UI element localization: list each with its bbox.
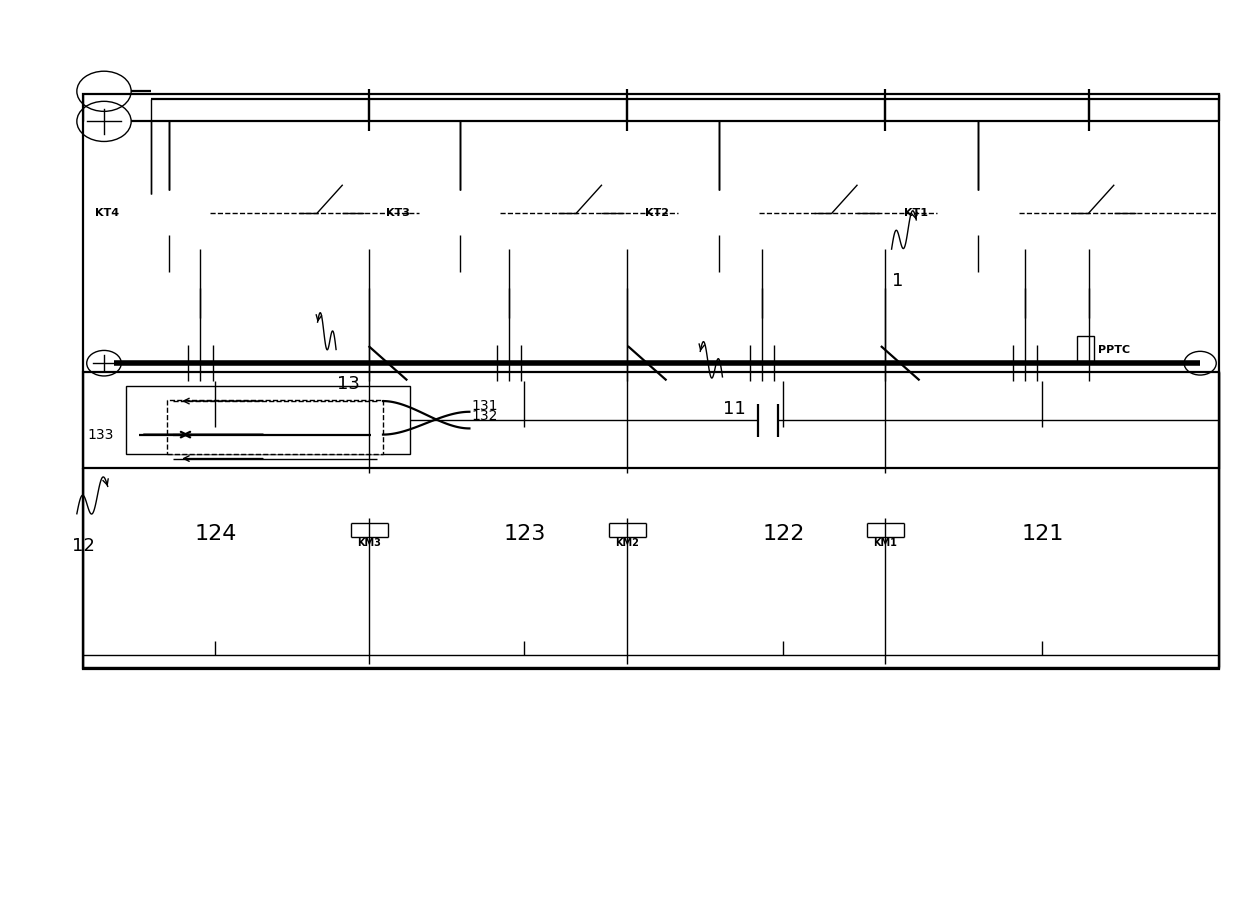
Bar (129, 190, 210, 235)
Bar (751, 288, 773, 318)
Text: 1: 1 (892, 272, 904, 290)
Bar (169, 345, 232, 382)
Circle shape (490, 359, 502, 368)
Text: 123: 123 (503, 524, 546, 544)
Bar (993, 345, 1056, 382)
Text: 132: 132 (472, 409, 498, 423)
Bar (678, 190, 759, 235)
Text: KM1: KM1 (873, 538, 898, 548)
Bar (601, 473, 653, 519)
Circle shape (756, 359, 768, 368)
Circle shape (515, 359, 527, 368)
Circle shape (195, 359, 207, 368)
Text: PPTC: PPTC (1097, 344, 1130, 354)
Text: 11: 11 (723, 399, 746, 418)
Text: 133: 133 (88, 428, 114, 442)
Circle shape (1032, 359, 1043, 368)
Text: KT4: KT4 (95, 207, 119, 218)
Circle shape (744, 359, 756, 368)
Bar (358, 288, 381, 318)
Text: 122: 122 (763, 524, 805, 544)
Bar (616, 288, 639, 318)
Text: 13: 13 (337, 375, 360, 393)
Bar (701, 427, 867, 642)
Circle shape (1019, 359, 1032, 368)
Bar (874, 288, 897, 318)
Bar (730, 345, 794, 382)
Bar (133, 427, 299, 642)
Bar (497, 288, 520, 318)
Bar (83, 94, 1219, 669)
Bar (477, 345, 541, 382)
Bar (167, 399, 383, 454)
Bar (972, 436, 1114, 633)
Bar (859, 473, 911, 519)
Text: KM2: KM2 (615, 538, 640, 548)
Text: 131: 131 (472, 398, 498, 412)
Bar (441, 427, 608, 642)
Circle shape (207, 359, 218, 368)
Text: 121: 121 (1022, 524, 1064, 544)
Bar (937, 190, 1018, 235)
Circle shape (768, 359, 780, 368)
Circle shape (182, 359, 195, 368)
Text: KT3: KT3 (386, 207, 409, 218)
Bar (1014, 288, 1035, 318)
Bar (126, 386, 410, 454)
Circle shape (502, 359, 515, 368)
Bar (190, 288, 211, 318)
Text: KT1: KT1 (904, 207, 928, 218)
Bar (419, 190, 500, 235)
Bar (1076, 336, 1094, 364)
Bar (83, 373, 1219, 468)
Text: 124: 124 (195, 524, 237, 544)
Bar (454, 436, 595, 633)
Bar (713, 436, 854, 633)
Text: KM3: KM3 (357, 538, 382, 548)
Bar (960, 427, 1126, 642)
Bar (1078, 288, 1100, 318)
Text: 12: 12 (72, 536, 94, 554)
Circle shape (1007, 359, 1019, 368)
Text: KT2: KT2 (645, 207, 668, 218)
Bar (145, 436, 286, 633)
Bar (343, 473, 396, 519)
